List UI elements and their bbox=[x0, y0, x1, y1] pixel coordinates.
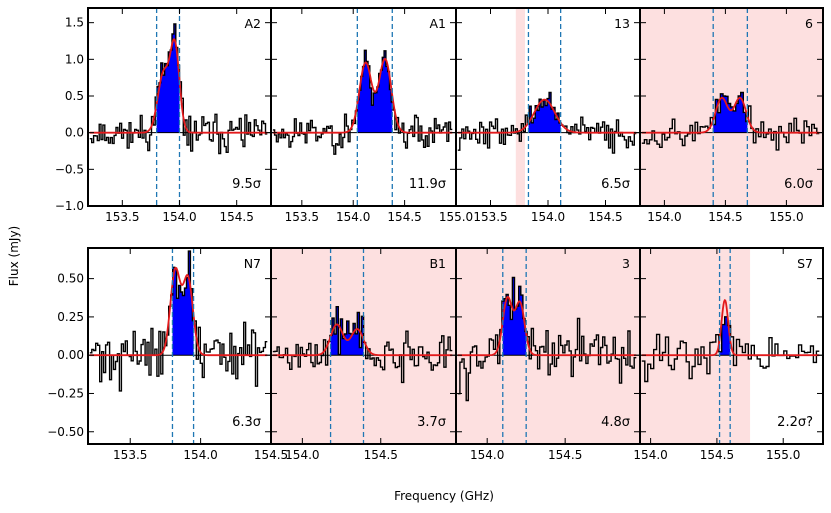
panel-label: A2 bbox=[244, 16, 261, 31]
y-tick-label: −0.50 bbox=[47, 425, 84, 439]
gaussian-fit-line bbox=[457, 98, 637, 134]
x-tick-label: 153.5 bbox=[285, 210, 319, 224]
panel-label: 3 bbox=[622, 256, 630, 271]
panel-plot-area bbox=[271, 248, 456, 444]
spectrum-step-line bbox=[272, 306, 453, 384]
panel-N7: 153.5 154.0 154.5 −0.50 −0.25 0.00 0.25 0.50 N7 6… bbox=[47, 247, 288, 462]
line-emission-fill bbox=[357, 50, 393, 133]
significance-label: 11.9σ bbox=[409, 177, 446, 192]
panel-A2: 153.5 154.0 154.5 −1.0 −0.5 0.0 0.5 1.0 1.5 A2 9.5… bbox=[55, 7, 272, 224]
panel-label: 13 bbox=[614, 16, 630, 31]
panel-A1: 153.5 154.0 154.5 155.0 A1 11.9σ bbox=[270, 7, 473, 224]
panel-label: N7 bbox=[244, 256, 261, 271]
x-tick-label: 154.0 bbox=[285, 448, 319, 462]
significance-label: 6.3σ bbox=[232, 415, 261, 430]
x-axis-title: Frequency (GHz) bbox=[394, 489, 494, 503]
y-tick-label: −1.0 bbox=[55, 199, 84, 213]
panel-grid: 153.5 154.0 154.5−1.0−0.50.00.51.01.5 A29.5… bbox=[47, 7, 824, 462]
x-tick-label: 153.5 bbox=[473, 210, 507, 224]
panel-frame bbox=[639, 247, 824, 445]
spectrum-step-line bbox=[457, 91, 637, 154]
shaded-region bbox=[515, 8, 525, 206]
significance-label: 6.5σ bbox=[601, 177, 630, 192]
significance-label: 9.5σ bbox=[232, 177, 261, 192]
y-tick-label: −0.25 bbox=[47, 386, 84, 400]
panel-plot-area bbox=[640, 8, 823, 206]
x-tick-label: 155.0 bbox=[439, 210, 473, 224]
panel-13: 153.5 154.0 154.5 13 6.5σ bbox=[455, 7, 641, 224]
line-emission-fill bbox=[528, 92, 561, 133]
line-emission-fill bbox=[502, 277, 527, 356]
x-tick-label: 154.5 bbox=[220, 210, 254, 224]
significance-label: 2.2σ? bbox=[777, 415, 813, 430]
gaussian-fit-line bbox=[89, 266, 268, 357]
panel-frame bbox=[639, 7, 824, 207]
y-tick-label: 0.50 bbox=[57, 272, 84, 286]
x-tick-label: 154.5 bbox=[364, 448, 398, 462]
significance-label: 6.0σ bbox=[784, 177, 813, 192]
significance-label: 3.7σ bbox=[417, 415, 446, 430]
x-tick-label: 154.0 bbox=[647, 210, 681, 224]
panel-label: A1 bbox=[429, 16, 446, 31]
panel-3: 154.0 154.5 3 4.8σ bbox=[455, 247, 641, 462]
x-tick-label: 154.0 bbox=[470, 448, 504, 462]
significance-label: 4.8σ bbox=[601, 415, 630, 430]
panel-label: S7 bbox=[797, 256, 813, 271]
y-tick-label: 1.0 bbox=[65, 52, 84, 66]
y-tick-label: 1.5 bbox=[65, 16, 84, 30]
panel-plot-area bbox=[271, 8, 456, 206]
panel-plot-area bbox=[88, 8, 271, 206]
y-tick-label: 0.00 bbox=[57, 348, 84, 362]
y-tick-label: 0.25 bbox=[57, 310, 84, 324]
x-tick-label: 154.5 bbox=[387, 210, 421, 224]
x-tick-label: 155.0 bbox=[766, 448, 800, 462]
y-tick-label: 0.5 bbox=[65, 89, 84, 103]
panel-label: B1 bbox=[429, 256, 446, 271]
y-tick-label: 0.0 bbox=[65, 126, 84, 140]
x-tick-label: 154.5 bbox=[548, 448, 582, 462]
gaussian-fit-line bbox=[89, 38, 268, 134]
panel-6: 154.0 154.5 155.0 6 6.0σ bbox=[639, 7, 824, 224]
gaussian-fit-line bbox=[641, 96, 820, 134]
line-emission-fill bbox=[156, 23, 180, 133]
spectrum-step-line bbox=[641, 91, 820, 151]
gaussian-fit-line bbox=[457, 295, 637, 357]
x-tick-label: 154.5 bbox=[254, 448, 288, 462]
line-emission-fill bbox=[172, 251, 194, 356]
x-tick-label: 154.0 bbox=[336, 210, 370, 224]
x-tick-label: 153.5 bbox=[105, 210, 139, 224]
x-tick-label: 154.0 bbox=[633, 448, 667, 462]
x-tick-label: 154.0 bbox=[183, 448, 217, 462]
y-tick-label: −0.5 bbox=[55, 162, 84, 176]
gaussian-fit-line bbox=[641, 299, 820, 357]
panel-plot-area bbox=[640, 248, 823, 444]
x-tick-label: 154.5 bbox=[708, 210, 742, 224]
panel-S7: 154.0 154.5 155.0 S7 2.2σ? bbox=[633, 247, 824, 462]
spectrum-step-line bbox=[89, 250, 268, 392]
gaussian-fit-line bbox=[272, 57, 453, 134]
panel-B1: 154.0 154.5 B1 3.7σ bbox=[270, 247, 457, 462]
x-tick-label: 154.5 bbox=[700, 448, 734, 462]
x-tick-label: 154.5 bbox=[588, 210, 622, 224]
x-tick-label: 154.0 bbox=[162, 210, 196, 224]
gaussian-fit-line bbox=[272, 323, 453, 357]
panel-label: 6 bbox=[805, 16, 813, 31]
y-axis-title: Flux (mJy) bbox=[7, 226, 21, 286]
x-tick-label: 155.0 bbox=[769, 210, 803, 224]
panel-plot-area bbox=[88, 248, 271, 444]
panel-plot-area bbox=[456, 8, 640, 206]
panel-plot-area bbox=[456, 248, 640, 444]
x-tick-label: 153.5 bbox=[113, 448, 147, 462]
x-tick-label: 154.0 bbox=[531, 210, 565, 224]
